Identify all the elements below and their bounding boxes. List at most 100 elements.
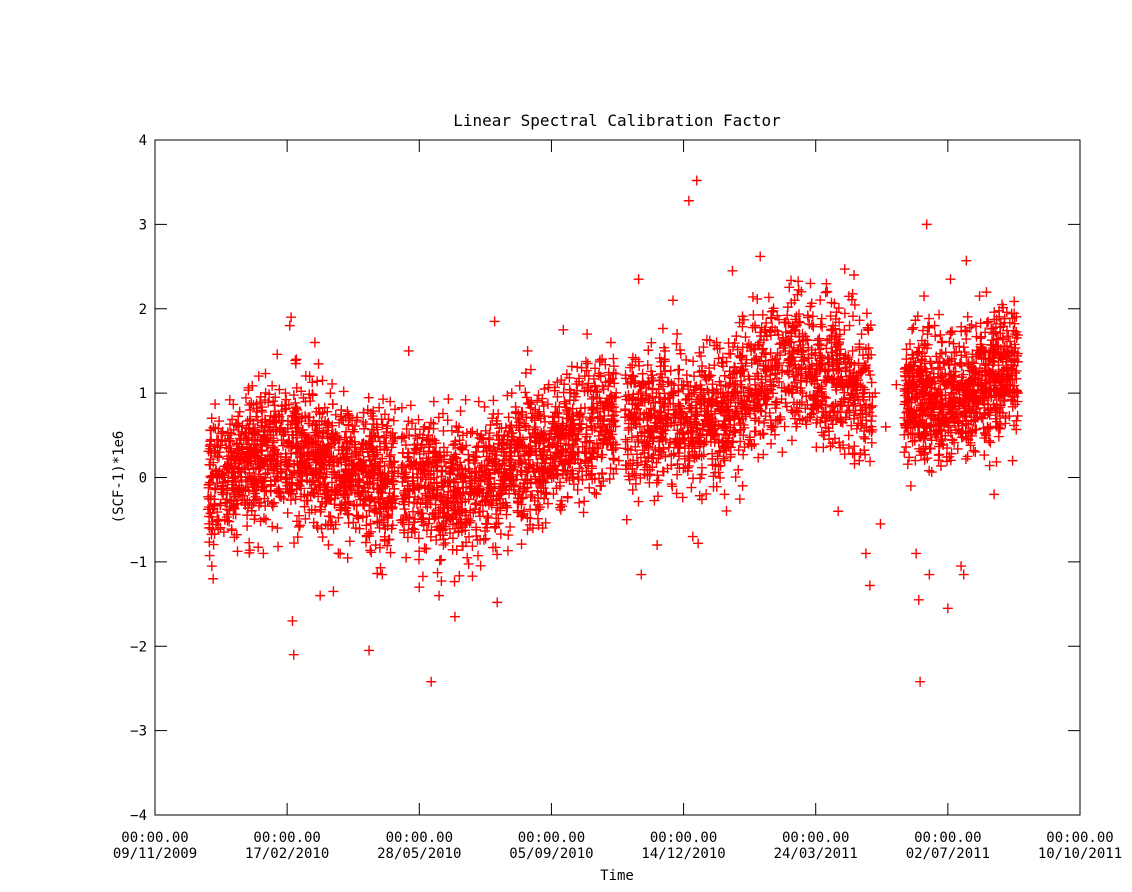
- data-point: [561, 369, 572, 380]
- data-point: [208, 539, 219, 550]
- data-point: [491, 430, 502, 441]
- data-point: [340, 485, 351, 496]
- data-point: [502, 545, 513, 556]
- data-point: [308, 415, 319, 426]
- data-point: [308, 517, 319, 528]
- data-point: [557, 501, 568, 512]
- data-point: [541, 488, 552, 499]
- data-point: [215, 498, 226, 509]
- data-point: [265, 410, 276, 421]
- data-point: [454, 464, 465, 475]
- data-point: [493, 408, 504, 419]
- data-point: [471, 524, 482, 535]
- data-point: [428, 490, 439, 501]
- data-point: [213, 434, 224, 445]
- data-point: [401, 552, 412, 563]
- y-tick-label: −1: [130, 555, 147, 571]
- data-point: [452, 459, 463, 470]
- data-point: [344, 536, 355, 547]
- data-point: [328, 586, 339, 597]
- data-point: [514, 380, 525, 391]
- data-point: [414, 482, 425, 493]
- data-point: [397, 493, 408, 504]
- data-point: [327, 378, 338, 389]
- data-point: [594, 354, 605, 365]
- data-point: [423, 518, 434, 529]
- data-point: [590, 381, 601, 392]
- data-point: [580, 456, 591, 467]
- data-point: [486, 486, 497, 497]
- data-point: [404, 430, 415, 441]
- data-point: [361, 520, 372, 531]
- data-point: [460, 394, 471, 405]
- data-point: [866, 416, 877, 427]
- data-point: [696, 451, 707, 462]
- y-tick-label: −3: [130, 724, 147, 740]
- data-point: [270, 461, 281, 472]
- data-point: [475, 500, 486, 511]
- data-point: [633, 496, 644, 507]
- data-point: [307, 377, 318, 388]
- y-tick-label: 2: [139, 302, 147, 318]
- data-point: [326, 466, 337, 477]
- data-point: [352, 481, 363, 492]
- data-point: [858, 431, 869, 442]
- data-point: [325, 388, 336, 399]
- data-point: [461, 440, 472, 451]
- data-point: [607, 410, 618, 421]
- data-point: [349, 500, 360, 511]
- data-point: [330, 487, 341, 498]
- data-point: [738, 449, 749, 460]
- data-point: [504, 478, 515, 489]
- data-point: [598, 476, 609, 487]
- data-point: [651, 477, 662, 488]
- data-point: [993, 431, 1004, 442]
- data-point: [934, 309, 945, 320]
- data-point: [900, 442, 911, 453]
- data-point: [214, 472, 225, 483]
- data-point: [502, 390, 513, 401]
- data-point: [381, 423, 392, 434]
- data-point: [353, 511, 364, 522]
- data-point: [320, 519, 331, 530]
- data-point: [258, 548, 269, 559]
- data-point: [280, 426, 291, 437]
- data-point: [418, 513, 429, 524]
- data-point: [461, 537, 472, 548]
- data-point: [309, 337, 320, 348]
- data-point: [530, 432, 541, 443]
- data-point: [291, 354, 302, 365]
- data-point: [369, 506, 380, 517]
- data-point: [576, 422, 587, 433]
- data-point: [674, 364, 685, 375]
- data-point: [534, 476, 545, 487]
- data-point: [407, 475, 418, 486]
- data-point: [605, 390, 616, 401]
- data-point: [416, 508, 427, 519]
- data-point: [400, 440, 411, 451]
- data-point: [569, 388, 580, 399]
- data-point: [308, 467, 319, 478]
- data-point: [930, 331, 941, 342]
- data-point: [212, 516, 223, 527]
- data-point: [254, 497, 265, 508]
- data-point: [204, 522, 215, 533]
- data-point: [530, 404, 541, 415]
- data-point: [730, 472, 741, 483]
- data-point: [349, 426, 360, 437]
- data-point: [384, 534, 395, 545]
- data-point: [206, 511, 217, 522]
- data-point: [561, 433, 572, 444]
- data-point: [236, 475, 247, 486]
- data-point: [544, 434, 555, 445]
- data-point: [409, 513, 420, 524]
- data-point: [505, 465, 516, 476]
- data-point: [924, 465, 935, 476]
- data-point: [434, 521, 445, 532]
- data-point: [288, 390, 299, 401]
- data-point: [505, 521, 516, 532]
- data-point: [672, 328, 683, 339]
- data-point: [525, 459, 536, 470]
- data-point: [525, 504, 536, 515]
- data-point: [962, 451, 973, 462]
